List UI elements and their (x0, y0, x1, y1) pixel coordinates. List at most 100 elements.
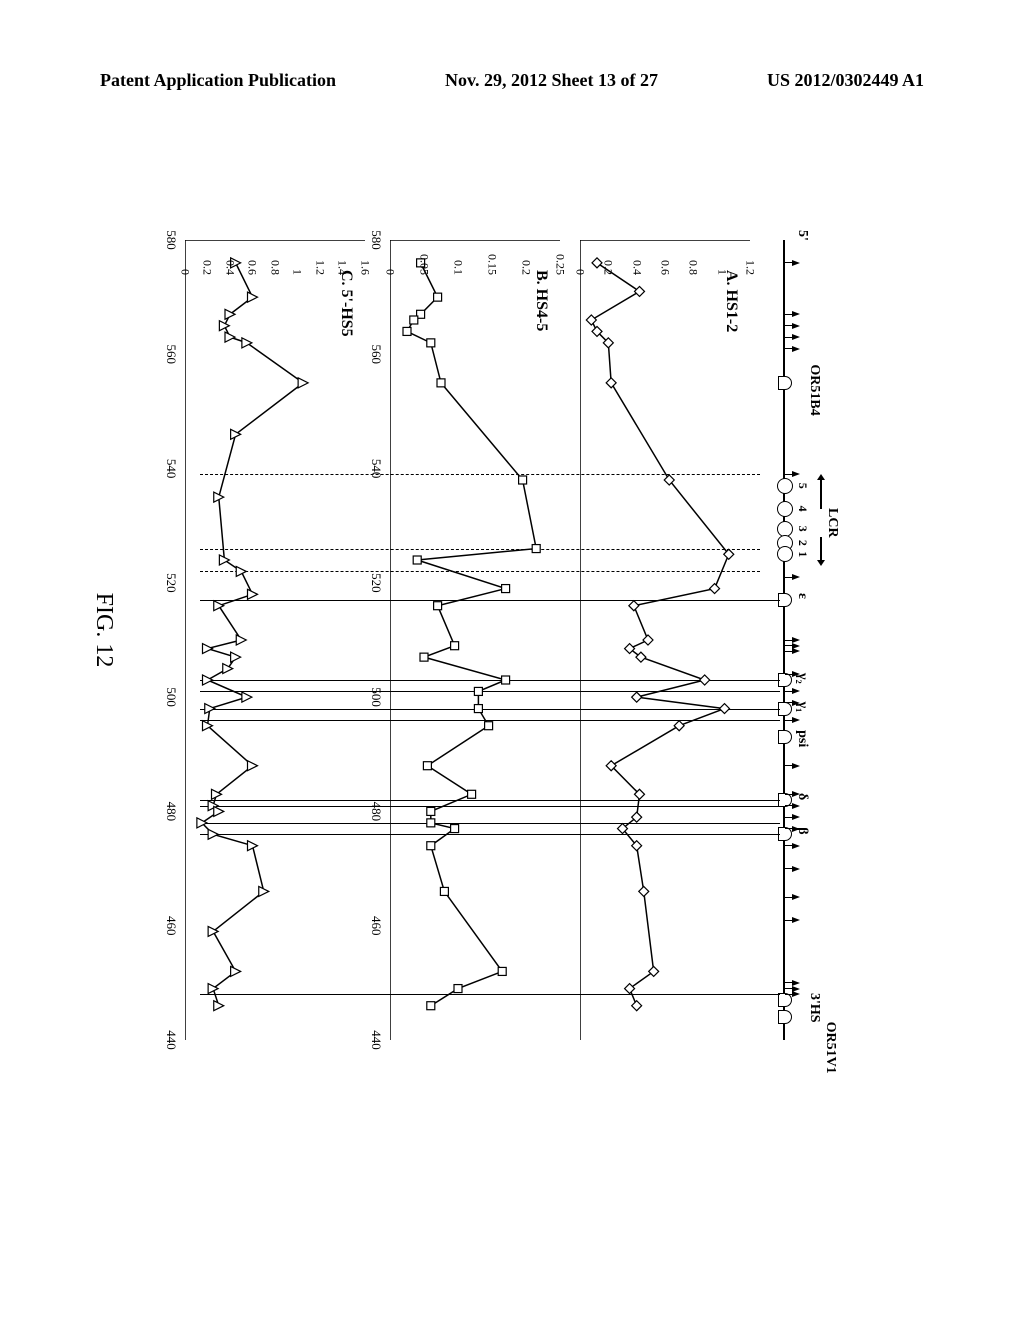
x-tick-label: 520 (368, 573, 384, 593)
data-marker (639, 886, 649, 896)
data-marker (427, 807, 435, 815)
arrow-up-icon (792, 688, 800, 694)
x-tick-label: 540 (163, 459, 179, 479)
y-tick-label: 0.25 (553, 240, 568, 275)
y-tick-label: 0.1 (451, 240, 466, 275)
x-tick-label: 440 (163, 1030, 179, 1050)
data-marker (485, 722, 493, 730)
chart-svg (185, 240, 365, 1040)
lcr-number-label: 4 (795, 506, 810, 512)
or51b4-label: OR51B4 (806, 364, 822, 415)
data-marker (635, 286, 645, 296)
data-marker (259, 886, 269, 896)
arrow-up-icon (792, 471, 800, 477)
gene-box (778, 1010, 792, 1024)
lcr-circle (777, 501, 793, 517)
lcr-label: LCR (824, 508, 840, 538)
data-marker (208, 829, 218, 839)
y-tick-label: 0 (573, 240, 588, 275)
arrow-up-icon (792, 763, 800, 769)
y-tick-label: 0.15 (485, 240, 500, 275)
arrow-up-icon (792, 843, 800, 849)
y-tick-label: 0.8 (686, 240, 701, 275)
data-marker (643, 635, 653, 645)
data-marker (451, 642, 459, 650)
data-marker (427, 339, 435, 347)
page-header: Patent Application Publication Nov. 29, … (0, 70, 1024, 91)
data-marker (434, 602, 442, 610)
header-right: US 2012/0302449 A1 (767, 70, 924, 91)
data-marker (298, 378, 308, 388)
data-marker (219, 321, 229, 331)
arrow-up-icon (792, 346, 800, 352)
figure-container: 5' OR51B4εγ₂γ₁psiδβ3'HSOR51V1LCR54321 A.… (45, 285, 945, 975)
x-tick-label: 560 (368, 345, 384, 365)
data-marker (248, 761, 258, 771)
data-marker (629, 601, 639, 611)
data-marker (720, 704, 730, 714)
y-tick-label: 0.6 (658, 240, 673, 275)
arrow-up-icon (792, 260, 800, 266)
psi-label: psi (794, 730, 810, 747)
data-marker (248, 589, 258, 599)
y-tick-label: 0.6 (245, 240, 260, 275)
data-marker (454, 985, 462, 993)
data-marker (434, 293, 442, 301)
data-marker (413, 556, 421, 564)
gene-box (778, 593, 792, 607)
chart-panel-1: B. HS4-5 (390, 240, 560, 1040)
hs3-label: 3'HS (806, 993, 822, 1023)
data-marker (236, 635, 246, 645)
data-marker (632, 1001, 642, 1011)
data-marker (242, 692, 252, 702)
chart-svg (390, 240, 560, 1040)
x-tick-label: 500 (368, 687, 384, 707)
y-tick-label: 0.2 (200, 240, 215, 275)
data-marker (410, 316, 418, 324)
data-marker (502, 676, 510, 684)
arrow-up-icon (792, 803, 800, 809)
y-tick-label: 1 (290, 240, 305, 275)
x-tick-label: 560 (163, 345, 179, 365)
lcr-number-label: 1 (795, 551, 810, 557)
gamma1-label: γ₁ (794, 702, 810, 713)
y-tick-label: 0.2 (601, 240, 616, 275)
data-marker (231, 966, 241, 976)
y-tick-label: 0.2 (519, 240, 534, 275)
figure-caption: FIG. 12 (90, 593, 117, 668)
x-tick-label: 580 (163, 230, 179, 250)
y-tick-label: 1 (714, 240, 729, 275)
arrow-up-icon (792, 574, 800, 580)
x-tick-label: 480 (163, 802, 179, 822)
data-marker (427, 819, 435, 827)
data-marker (203, 644, 213, 654)
x-tick-label: 460 (368, 916, 384, 936)
data-marker (606, 378, 616, 388)
gamma2-label: γ₂ (794, 673, 810, 684)
data-marker (586, 315, 596, 325)
gene-map: 5' OR51B4εγ₂γ₁psiδβ3'HSOR51V1LCR54321 (760, 240, 840, 1040)
lcr-number-label: 2 (795, 540, 810, 546)
data-marker (214, 806, 224, 816)
data-marker (231, 652, 241, 662)
data-marker (700, 675, 710, 685)
y-tick-label: 0.8 (268, 240, 283, 275)
arrow-up-icon (792, 334, 800, 340)
data-marker (214, 601, 224, 611)
data-marker (498, 967, 506, 975)
arrow-up-icon (792, 894, 800, 900)
gene-box (778, 376, 792, 390)
y-tick-label: 0 (178, 240, 193, 275)
data-marker (502, 585, 510, 593)
arrow-up-icon (792, 917, 800, 923)
x-tick-label: 540 (368, 459, 384, 479)
arrow-up-icon (792, 866, 800, 872)
five-prime-label: 5' (794, 230, 810, 241)
arrow-up-icon (792, 311, 800, 317)
data-marker (649, 966, 659, 976)
data-marker (674, 721, 684, 731)
data-marker (474, 705, 482, 713)
arrow-up-icon (792, 814, 800, 820)
chart-panel-2: C. 5'-HS5 (185, 240, 365, 1040)
lcr-circle (777, 478, 793, 494)
